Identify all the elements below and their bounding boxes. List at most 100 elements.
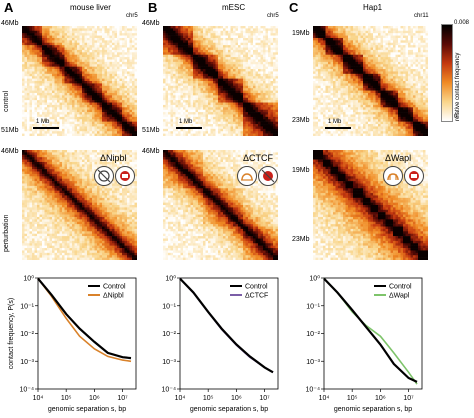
heatmap-cell [328, 124, 331, 127]
heatmap-cell [69, 64, 73, 67]
heatmap-cell [74, 112, 78, 115]
heatmap-cell [265, 119, 269, 122]
heatmap-cell [168, 30, 171, 34]
heatmap-cell [57, 100, 60, 103]
heatmap-cell [268, 131, 271, 134]
heatmap-cell [119, 109, 123, 113]
heatmap-cell [205, 49, 209, 53]
heatmap-cell [54, 131, 58, 134]
heatmap-cell [245, 112, 249, 115]
heatmap-cell [338, 35, 341, 39]
heatmap-cell [87, 40, 90, 44]
heatmap-cell [228, 26, 231, 29]
heatmap-cell [117, 107, 120, 110]
heatmap-cell [348, 109, 351, 113]
heatmap-cell [132, 90, 135, 94]
heatmap-cell [29, 131, 33, 134]
heatmap-cell [198, 52, 201, 55]
heatmap-cell [253, 126, 256, 130]
heatmap-cell [175, 66, 179, 70]
heatmap-cell [210, 71, 214, 75]
heatmap-cell [200, 88, 204, 91]
heatmap-cell [213, 66, 216, 70]
heatmap-cell [260, 42, 264, 46]
heatmap-cell [122, 97, 125, 101]
heatmap-cell [215, 71, 219, 75]
heatmap-cell [168, 128, 171, 132]
heatmap-cell [119, 112, 123, 115]
heatmap-cell [77, 102, 80, 106]
heatmap-cell [42, 57, 45, 60]
heatmap-cell [320, 28, 324, 32]
heatmap-cell [127, 109, 130, 113]
heatmap-cell [228, 102, 231, 106]
heatmap-cell [265, 90, 269, 94]
heatmap-cell [188, 124, 191, 127]
heatmap-cell [74, 128, 78, 132]
heatmap-cell [240, 78, 244, 82]
heatmap-cell [210, 119, 214, 122]
heatmap-cell [233, 90, 236, 94]
heatmap-cell [338, 104, 341, 108]
heatmap-cell [64, 66, 68, 70]
heatmap-cell [82, 71, 85, 75]
heatmap-cell [323, 69, 326, 72]
heatmap-cell [248, 40, 251, 44]
heatmap-cell [165, 116, 169, 120]
heatmap-cell [210, 64, 214, 67]
heatmap-cell [59, 78, 63, 82]
heatmap-cell [170, 114, 174, 118]
heatmap-cell [343, 35, 346, 39]
heatmap-cell [64, 52, 68, 55]
heatmap-cell [345, 73, 349, 77]
heatmap-cell [323, 104, 326, 108]
heatmap-cell [240, 97, 244, 101]
heatmap-cell [183, 47, 186, 51]
heatmap-cell [243, 26, 246, 29]
heatmap-cell [223, 69, 226, 72]
heatmap-cell [74, 66, 78, 70]
heatmap-cell [67, 47, 70, 51]
heatmap-cell [163, 52, 166, 55]
heatmap-cell [213, 37, 216, 41]
heatmap-cell [208, 90, 211, 94]
heatmap-cell [64, 114, 68, 118]
heatmap-cell [245, 100, 249, 103]
heatmap-cell [170, 133, 174, 136]
heatmap-cell [175, 97, 179, 101]
heatmap-cell [255, 52, 259, 55]
heatmap-cell [315, 100, 319, 103]
heatmap-cell [270, 90, 274, 94]
heatmap-cell [114, 71, 118, 75]
heatmap-cell [190, 52, 194, 55]
heatmap-cell [250, 54, 254, 58]
heatmap-cell [320, 90, 324, 94]
heatmap-cell [44, 78, 48, 82]
heatmap-cell [59, 104, 63, 108]
heatmap-cell [168, 40, 171, 44]
heatmap-cell [47, 45, 50, 48]
heatmap-cell [315, 112, 319, 115]
heatmap-cell [22, 42, 25, 46]
heatmap-cell [22, 47, 25, 51]
heatmap-cell [87, 47, 90, 51]
heatmap-cell [67, 59, 70, 63]
heatmap-cell [44, 52, 48, 55]
heatmap-cell [318, 61, 321, 65]
heatmap-cell [353, 33, 356, 36]
heatmap-cell [220, 131, 224, 134]
heatmap-cell [223, 35, 226, 39]
heatmap-cell [102, 73, 105, 77]
heatmap-cell [335, 49, 339, 53]
heatmap-cell [350, 26, 354, 29]
heatmap-cell [49, 64, 53, 67]
heatmap-cell [205, 33, 209, 36]
heatmap-cell [230, 33, 234, 36]
heatmap-cell [79, 92, 83, 96]
heatmap-cell [325, 52, 329, 55]
heatmap-cell [170, 124, 174, 127]
heatmap-cell [235, 52, 239, 55]
heatmap-cell [180, 49, 184, 53]
heatmap-cell [178, 33, 181, 36]
heatmap-cell [29, 49, 33, 53]
